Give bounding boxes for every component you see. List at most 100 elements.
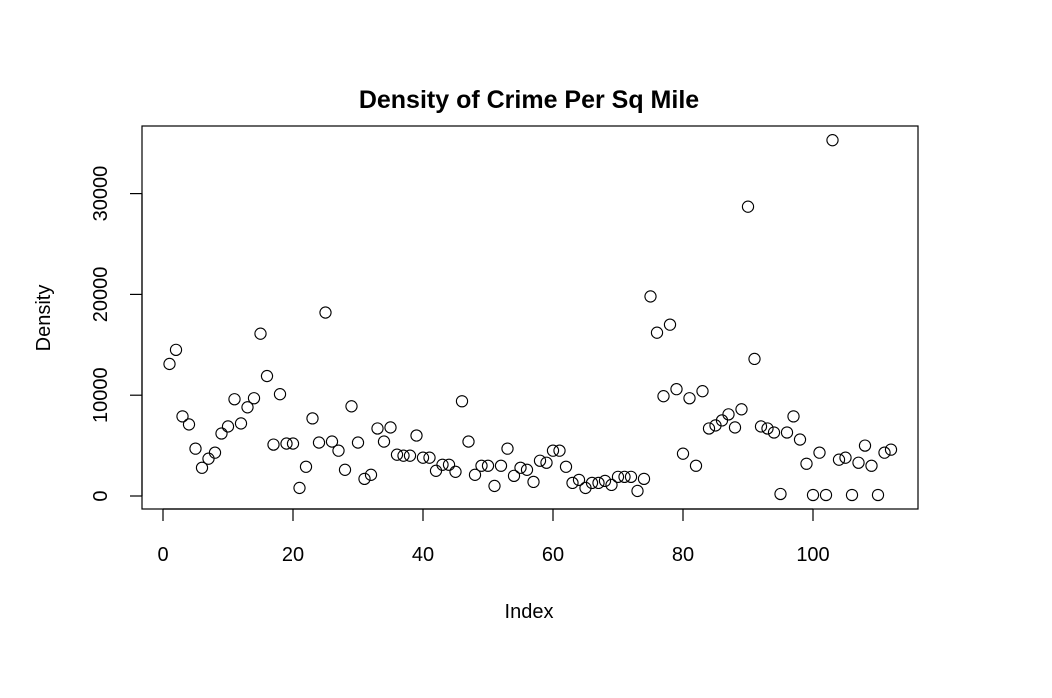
- data-point: [397, 449, 410, 462]
- data-point: [475, 459, 488, 472]
- data-point: [559, 460, 573, 473]
- data-point: [241, 401, 254, 414]
- x-tick-label: 100: [796, 544, 829, 566]
- data-point: [312, 436, 326, 449]
- data-point: [624, 470, 638, 483]
- data-point: [546, 444, 560, 457]
- data-point: [254, 327, 267, 340]
- data-point: [377, 435, 391, 448]
- data-point: [436, 458, 449, 471]
- data-point: [501, 442, 514, 455]
- data-point: [774, 487, 787, 501]
- data-point: [481, 459, 495, 472]
- y-tick-label: 30000: [90, 166, 112, 222]
- data-point: [215, 427, 228, 440]
- data-point: [553, 444, 566, 457]
- data-point: [384, 421, 397, 434]
- data-point: [403, 449, 417, 462]
- data-point: [767, 426, 781, 439]
- data-point: [176, 410, 189, 423]
- data-point: [644, 290, 657, 303]
- data-point: [189, 442, 202, 455]
- data-point: [592, 476, 605, 490]
- data-point: [826, 134, 839, 147]
- data-point: [832, 453, 846, 466]
- data-point: [735, 403, 748, 416]
- data-point: [839, 451, 852, 464]
- data-point: [676, 447, 690, 460]
- x-tick-label: 60: [542, 544, 564, 566]
- data-point: [514, 461, 527, 474]
- data-point: [267, 438, 280, 451]
- data-point: [884, 443, 898, 456]
- data-point: [169, 343, 183, 356]
- data-point: [358, 472, 371, 486]
- data-point: [325, 435, 339, 448]
- data-point: [507, 469, 521, 482]
- data-point: [390, 448, 404, 461]
- data-point: [488, 479, 501, 493]
- data-point: [683, 392, 696, 405]
- data-point: [338, 463, 352, 476]
- data-point: [442, 458, 456, 471]
- data-point: [780, 426, 794, 439]
- data-point: [202, 452, 215, 465]
- data-point: [208, 446, 222, 459]
- data-point: [650, 326, 664, 339]
- data-point: [423, 451, 436, 464]
- data-point: [813, 446, 826, 459]
- data-point: [819, 488, 833, 502]
- y-axis: 0 10000 20000 30000: [90, 166, 143, 502]
- x-tick-label: 40: [412, 544, 434, 566]
- data-point: [696, 385, 709, 398]
- data-point: [702, 422, 716, 435]
- data-point: [533, 454, 547, 467]
- data-point: [221, 420, 235, 433]
- data-point: [462, 435, 475, 448]
- data-point: [260, 369, 274, 383]
- y-axis-label: Density: [33, 285, 55, 352]
- data-point: [228, 393, 241, 406]
- data-point: [722, 408, 735, 421]
- data-point: [878, 446, 891, 459]
- data-point: [527, 475, 540, 489]
- data-point: [364, 468, 378, 481]
- data-point: [741, 200, 755, 213]
- data-point: [871, 488, 885, 502]
- data-point: [611, 470, 625, 483]
- x-tick-label: 20: [282, 544, 304, 566]
- data-point: [845, 488, 859, 502]
- data-point: [605, 478, 618, 492]
- data-point: [273, 388, 287, 401]
- data-point: [416, 451, 430, 464]
- data-point: [754, 420, 768, 433]
- data-point: [572, 473, 586, 487]
- data-point: [247, 392, 261, 405]
- plot-area-frame: [141, 125, 919, 510]
- x-tick-label: 0: [157, 544, 168, 566]
- data-point: [748, 352, 761, 366]
- data-point: [806, 488, 820, 502]
- data-point: [793, 433, 807, 446]
- data-point: [182, 418, 196, 431]
- data-point: [429, 464, 443, 477]
- data-point: [195, 461, 209, 474]
- data-point: [598, 474, 612, 488]
- y-tick-label: 10000: [90, 367, 112, 423]
- data-point: [319, 306, 332, 319]
- data-point: [371, 422, 384, 435]
- data-point: [637, 472, 651, 486]
- data-point: [761, 422, 774, 435]
- data-point: [787, 410, 800, 423]
- data-point: [286, 437, 300, 450]
- data-point: [585, 476, 599, 490]
- data-point: [299, 460, 313, 473]
- data-point: [163, 357, 176, 371]
- data-point: [631, 484, 644, 498]
- data-point: [234, 417, 248, 430]
- data-point: [293, 481, 306, 495]
- data-point: [865, 459, 878, 472]
- x-axis-label: Index: [505, 601, 554, 623]
- data-point: [306, 412, 319, 425]
